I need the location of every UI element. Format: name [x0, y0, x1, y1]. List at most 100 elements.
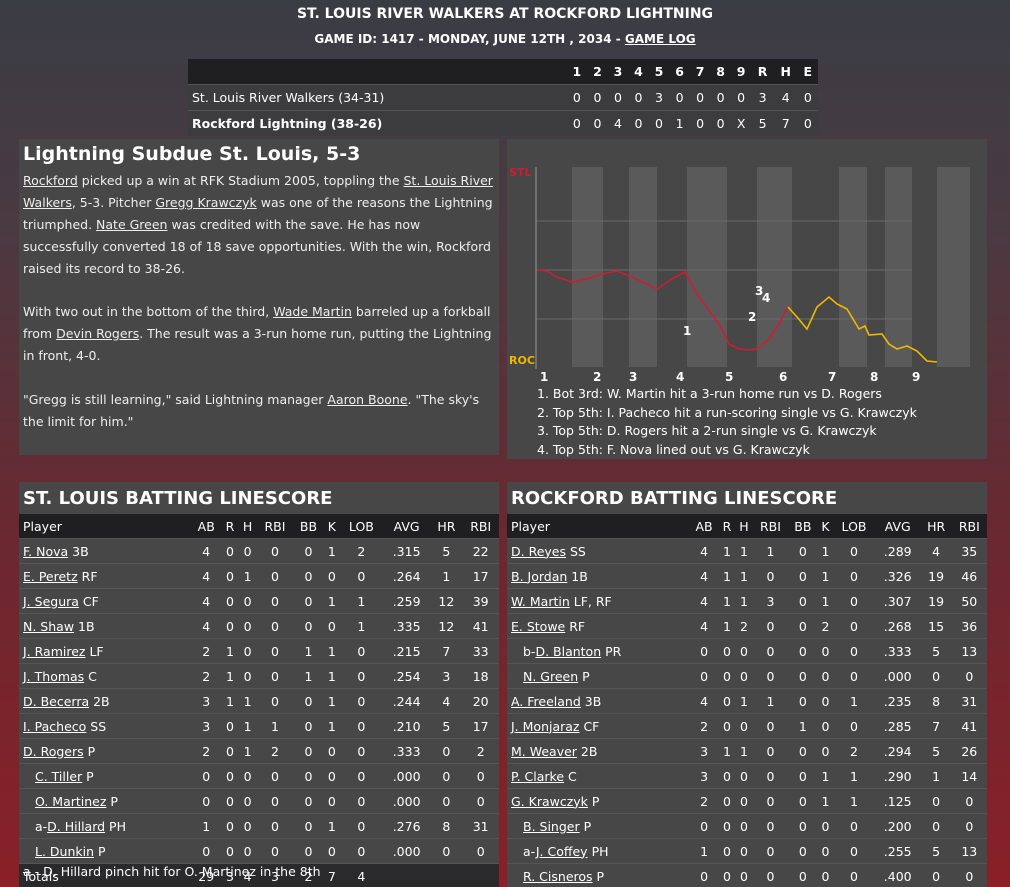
stat-column-header[interactable]: AB: [689, 514, 719, 539]
player-link[interactable]: D. Hillard: [47, 818, 106, 834]
linescore-row: Rockford Lightning (38-26) 0 0 4 0 0 1 0 0 X 5 7 0: [188, 110, 818, 136]
stat-cell: 0: [788, 663, 818, 689]
stat-cell: 0: [788, 688, 818, 714]
player-link[interactable]: I. Pacheco: [23, 718, 87, 734]
player-row: N. Shaw 1B 4 0 0 0 0 0 1.335 12 41: [19, 613, 499, 639]
stat-column-header[interactable]: RBI: [951, 514, 987, 539]
stat-cell: 0: [817, 838, 834, 864]
player-link[interactable]: P. Clarke: [511, 768, 565, 784]
player-link[interactable]: A. Freeland: [511, 693, 581, 709]
stat-column-header[interactable]: H: [238, 514, 257, 539]
player-cell: G. Krawczyk P: [507, 788, 690, 814]
player-link[interactable]: R. Cisneros: [523, 868, 593, 884]
stat-cell: 0: [833, 588, 875, 614]
stat-cell: 1: [817, 563, 834, 589]
player-row: C. Tiller P 0 0 0 0 0 0 0.000 0 0: [19, 763, 499, 789]
player-link[interactable]: N. Green: [523, 668, 579, 684]
player-link[interactable]: E. Stowe: [511, 618, 566, 634]
player-link[interactable]: N. Shaw: [23, 618, 75, 634]
stat-column-header[interactable]: HR: [430, 514, 463, 539]
stl-axis-label: STL: [509, 166, 531, 179]
play-marker: 3: [755, 284, 763, 298]
stat-cell: 0: [339, 638, 383, 664]
player-link[interactable]: J. Segura: [23, 593, 79, 609]
story-link[interactable]: Wade Martin: [273, 304, 352, 319]
player-row: P. Clarke C 3 0 0 0 0 1 1.290 1 14: [507, 763, 987, 789]
stat-column-header[interactable]: HR: [920, 514, 952, 539]
story-link[interactable]: Nate Green: [96, 217, 168, 232]
stat-column-header[interactable]: R: [718, 514, 736, 539]
score-cell: 0: [587, 84, 608, 111]
inning-header: 4: [628, 59, 649, 85]
game-log-link[interactable]: GAME LOG: [624, 32, 696, 46]
player-link[interactable]: D. Reyes: [511, 543, 566, 559]
story-link[interactable]: Aaron Boone: [327, 392, 408, 407]
player-link[interactable]: D. Blanton: [535, 643, 602, 659]
play-marker: 2: [748, 310, 756, 324]
player-link[interactable]: O. Martinez: [35, 793, 107, 809]
player-link[interactable]: D. Rogers: [23, 743, 84, 759]
score-cell: 0: [710, 110, 731, 136]
stat-cell: 15: [920, 613, 952, 639]
stat-column-header[interactable]: RBI: [256, 514, 294, 539]
stat-column-header[interactable]: K: [817, 514, 834, 539]
player-link[interactable]: G. Krawczyk: [511, 793, 588, 809]
stat-column-header[interactable]: K: [323, 514, 340, 539]
player-position: PH: [105, 818, 126, 834]
player-cell: M. Weaver 2B: [507, 738, 690, 764]
player-cell: R. Cisneros P: [507, 863, 690, 887]
stat-column-header[interactable]: BB: [293, 514, 324, 539]
team-name[interactable]: St. Louis River Walkers (34-31): [188, 84, 567, 111]
stat-cell: 0: [718, 688, 736, 714]
inning-label: 2: [593, 370, 601, 384]
stat-column-header[interactable]: H: [735, 514, 753, 539]
stat-cell: 1: [339, 588, 383, 614]
stat-cell: 0: [735, 713, 753, 739]
player-cell: I. Pacheco SS: [19, 713, 191, 739]
player-link[interactable]: J. Ramirez: [23, 643, 86, 659]
stat-cell: 1: [718, 588, 736, 614]
stat-cell: 0: [238, 813, 257, 839]
stat-column-header[interactable]: LOB: [833, 514, 875, 539]
stat-cell: 5: [920, 638, 952, 664]
stat-column-header[interactable]: AVG: [874, 514, 921, 539]
score-cell: 0: [730, 84, 752, 111]
story-link[interactable]: Rockford: [23, 173, 78, 188]
player-link[interactable]: B. Singer: [523, 818, 580, 834]
story-link[interactable]: Devin Rogers: [56, 326, 140, 341]
story-link[interactable]: St. Louis River Walkers: [23, 173, 493, 210]
team-name[interactable]: Rockford Lightning (38-26): [188, 110, 567, 136]
player-column-header[interactable]: Player: [19, 514, 191, 539]
stat-cell: .276: [382, 813, 431, 839]
stat-column-header[interactable]: RBI: [462, 514, 499, 539]
player-link[interactable]: M. Weaver: [511, 743, 577, 759]
stat-cell: 0: [735, 663, 753, 689]
stat-cell: 0: [817, 863, 834, 887]
stat-column-header[interactable]: AB: [191, 514, 222, 539]
stat-column-header[interactable]: LOB: [339, 514, 383, 539]
stat-column-header[interactable]: RBI: [752, 514, 789, 539]
player-link[interactable]: J. Coffey: [535, 843, 588, 859]
player-link[interactable]: L. Dunkin: [35, 843, 95, 859]
player-link[interactable]: F. Nova: [23, 543, 69, 559]
player-link[interactable]: E. Peretz: [23, 568, 78, 584]
player-link[interactable]: W. Martin: [511, 593, 570, 609]
stat-column-header[interactable]: R: [221, 514, 239, 539]
play-marker: 1: [683, 324, 691, 338]
player-link[interactable]: B. Jordan: [511, 568, 568, 584]
stat-cell: 35: [951, 538, 987, 564]
player-link[interactable]: J. Thomas: [23, 668, 85, 684]
inning-header: 6: [669, 59, 690, 85]
stat-column-header[interactable]: AVG: [382, 514, 431, 539]
stat-cell: 2: [191, 638, 222, 664]
player-row: R. Cisneros P 0 0 0 0 0 0 0.400 0 0: [507, 863, 987, 887]
player-link[interactable]: C. Tiller: [35, 768, 83, 784]
stat-column-header[interactable]: BB: [788, 514, 818, 539]
story-link[interactable]: Gregg Krawczyk: [155, 195, 257, 210]
player-column-header[interactable]: Player: [507, 514, 690, 539]
player-link[interactable]: J. Monjaraz: [511, 718, 580, 734]
stat-cell: 0: [256, 538, 294, 564]
player-link[interactable]: D. Becerra: [23, 693, 90, 709]
totals-label: Totals: [19, 863, 191, 887]
